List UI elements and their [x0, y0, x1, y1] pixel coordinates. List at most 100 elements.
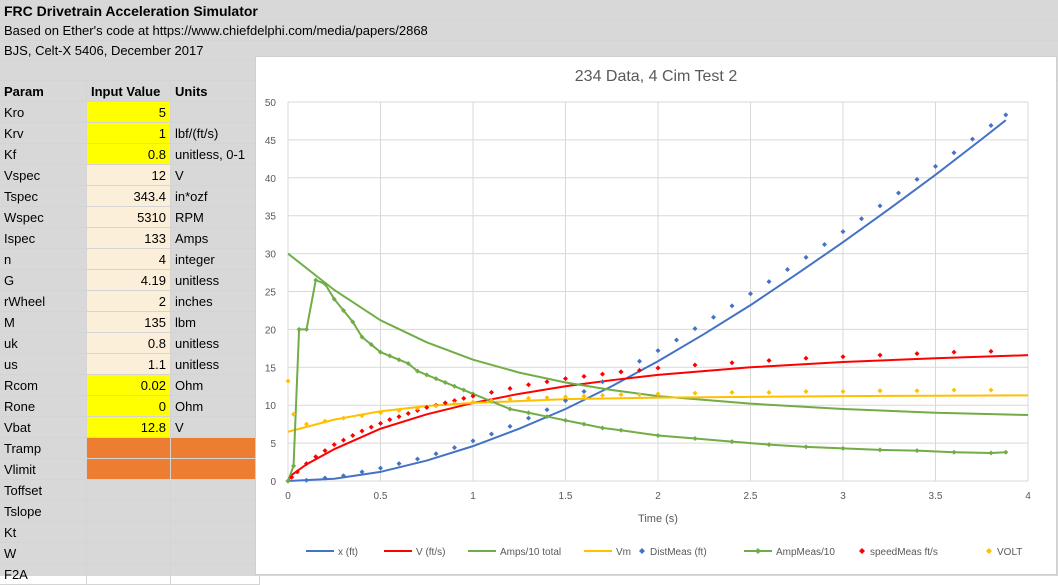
param-units-cell[interactable]: unitless: [170, 353, 260, 375]
series-point-5: [415, 368, 420, 374]
param-name-cell[interactable]: Rcom: [0, 374, 87, 396]
series-point-5: [461, 387, 467, 393]
param-row-f2a: F2A: [0, 563, 260, 585]
param-units-cell[interactable]: Amps: [170, 227, 260, 249]
param-row-krv: Krv 1 lbf/(ft/s): [0, 122, 260, 144]
param-units-cell[interactable]: [170, 500, 260, 522]
series-point-4: [970, 136, 975, 142]
series-point-4: [507, 423, 513, 429]
param-value-cell[interactable]: [86, 458, 171, 480]
param-name-cell[interactable]: uk: [0, 332, 87, 354]
param-units-cell[interactable]: integer: [170, 248, 260, 270]
series-point-7: [304, 421, 309, 427]
param-name-cell[interactable]: Ispec: [0, 227, 87, 249]
param-value-cell[interactable]: 2: [86, 290, 171, 312]
param-units-cell[interactable]: unitless: [170, 269, 260, 291]
param-name-cell[interactable]: rWheel: [0, 290, 87, 312]
param-units-cell[interactable]: lbf/(ft/s): [170, 122, 260, 144]
param-units-cell[interactable]: Ohm: [170, 374, 260, 396]
param-value-cell[interactable]: [86, 479, 171, 501]
series-point-7: [285, 378, 291, 384]
param-units-cell[interactable]: unitless, 0-1: [170, 143, 260, 165]
param-value-cell[interactable]: [86, 437, 171, 459]
series-point-7: [840, 389, 846, 395]
param-name-cell[interactable]: Kt: [0, 521, 87, 543]
series-point-4: [359, 469, 365, 475]
chart-panel[interactable]: 234 Data, 4 Cim Test 2 0 5 10 15 20 25 30 35 40 45…: [255, 56, 1057, 575]
series-point-6: [655, 365, 661, 371]
series-point-6: [378, 420, 383, 426]
param-name-cell[interactable]: Rone: [0, 395, 87, 417]
param-name-cell[interactable]: M: [0, 311, 87, 333]
param-value-cell[interactable]: [86, 500, 171, 522]
param-value-cell[interactable]: 343.4: [86, 185, 171, 207]
param-name-cell[interactable]: Krv: [0, 122, 87, 144]
param-value-cell[interactable]: [86, 563, 171, 585]
param-value-cell[interactable]: [86, 542, 171, 564]
series-point-6: [452, 398, 457, 404]
param-name-cell[interactable]: us: [0, 353, 87, 375]
param-name-cell[interactable]: G: [0, 269, 87, 291]
input-value-header[interactable]: Input Value: [86, 81, 171, 102]
param-value-cell[interactable]: 0.8: [86, 332, 171, 354]
param-name-cell[interactable]: Toffset: [0, 479, 87, 501]
param-name-cell[interactable]: Tslope: [0, 500, 87, 522]
param-name-cell[interactable]: Wspec: [0, 206, 87, 228]
param-value-cell[interactable]: 12.8: [86, 416, 171, 438]
param-units-cell[interactable]: V: [170, 416, 260, 438]
param-units-cell[interactable]: [170, 458, 260, 480]
param-name-cell[interactable]: Vspec: [0, 164, 87, 186]
series-point-4: [322, 475, 328, 481]
series-point-6: [331, 442, 337, 448]
param-units-cell[interactable]: lbm: [170, 311, 260, 333]
param-value-cell[interactable]: [86, 521, 171, 543]
param-units-cell[interactable]: [170, 101, 260, 123]
param-units-cell[interactable]: RPM: [170, 206, 260, 228]
param-value-cell[interactable]: 1.1: [86, 353, 171, 375]
param-units-cell[interactable]: V: [170, 164, 260, 186]
param-value-cell[interactable]: 5: [86, 101, 171, 123]
param-units-cell[interactable]: unitless: [170, 332, 260, 354]
param-value-cell[interactable]: 0.02: [86, 374, 171, 396]
param-name-cell[interactable]: Tspec: [0, 185, 87, 207]
param-units-cell[interactable]: in*ozf: [170, 185, 260, 207]
series-point-6: [461, 395, 467, 401]
param-units-cell[interactable]: [170, 521, 260, 543]
param-units-cell[interactable]: [170, 542, 260, 564]
param-row-vspec: Vspec 12 V: [0, 164, 260, 186]
series-point-5: [877, 447, 883, 453]
param-name-cell[interactable]: n: [0, 248, 87, 270]
param-value-cell[interactable]: 135: [86, 311, 171, 333]
param-value-cell[interactable]: 133: [86, 227, 171, 249]
series-point-6: [803, 355, 809, 361]
param-value-cell[interactable]: 0: [86, 395, 171, 417]
param-name-cell[interactable]: Vlimit: [0, 458, 87, 480]
param-value-cell[interactable]: 12: [86, 164, 171, 186]
param-header[interactable]: Param: [0, 81, 87, 102]
series-point-7: [396, 408, 402, 414]
series-point-5: [951, 449, 957, 455]
param-units-cell[interactable]: [170, 563, 260, 585]
param-row-ispec: Ispec 133 Amps: [0, 227, 260, 249]
param-value-cell[interactable]: 0.8: [86, 143, 171, 165]
series-point-5: [988, 450, 994, 456]
series-point-4: [415, 456, 420, 462]
units-header[interactable]: Units: [170, 81, 260, 102]
param-units-cell[interactable]: Ohm: [170, 395, 260, 417]
param-units-cell[interactable]: inches: [170, 290, 260, 312]
param-name-cell[interactable]: F2A: [0, 563, 87, 585]
series-point-4: [655, 348, 661, 354]
param-units-cell[interactable]: [170, 437, 260, 459]
param-name-cell[interactable]: Vbat: [0, 416, 87, 438]
param-value-cell[interactable]: 4.19: [86, 269, 171, 291]
param-units-cell[interactable]: [170, 479, 260, 501]
param-name-cell[interactable]: Kro: [0, 101, 87, 123]
param-value-cell[interactable]: 5310: [86, 206, 171, 228]
series-point-6: [368, 424, 374, 430]
param-name-cell[interactable]: W: [0, 542, 87, 564]
param-value-cell[interactable]: 1: [86, 122, 171, 144]
param-value-cell[interactable]: 4: [86, 248, 171, 270]
param-name-cell[interactable]: Kf: [0, 143, 87, 165]
param-name-cell[interactable]: Tramp: [0, 437, 87, 459]
y-tick-label: 45: [265, 136, 277, 147]
